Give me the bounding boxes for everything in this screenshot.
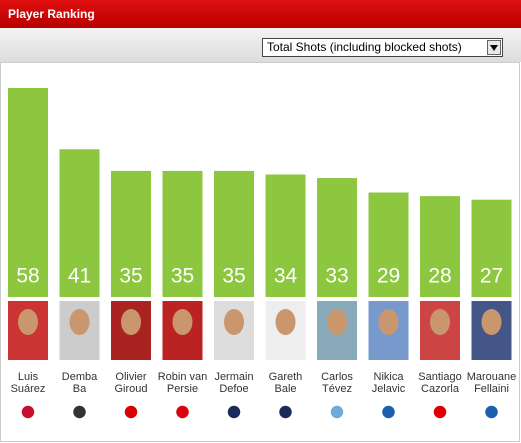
club-badge (123, 404, 139, 420)
bar (8, 88, 48, 297)
title: Player Ranking (8, 7, 95, 21)
value-label: 35 (222, 265, 245, 288)
value-label: 58 (16, 265, 39, 288)
player-name: Santiago (418, 371, 461, 383)
player-name: Defoe (219, 383, 248, 395)
value-label: 35 (171, 265, 194, 288)
player-face (430, 309, 450, 335)
player-name: Nikica (374, 371, 405, 383)
club-badge (329, 404, 345, 420)
value-label: 28 (428, 265, 451, 288)
bar (265, 174, 306, 297)
bar (214, 170, 254, 297)
club-badge (20, 404, 36, 420)
header (0, 0, 521, 28)
player-face (327, 309, 347, 335)
player-face (275, 309, 296, 335)
club-badge (432, 404, 448, 420)
club-badge (226, 404, 242, 420)
player-name: Jermain (214, 371, 253, 383)
club-badge (483, 404, 500, 420)
bar (317, 178, 357, 297)
player-name: Luis (18, 371, 39, 383)
player-face (69, 309, 90, 335)
player-name: Marouane (467, 371, 517, 383)
bar (59, 149, 100, 297)
bar (471, 199, 512, 297)
value-label: 35 (119, 265, 142, 288)
player-face (121, 309, 141, 335)
player-face (224, 309, 244, 335)
player-name: Tévez (322, 383, 352, 395)
value-label: 41 (68, 265, 91, 288)
player-face (378, 309, 399, 335)
bar (420, 196, 460, 297)
player-name: Jelavic (372, 383, 406, 395)
player-name: Demba (62, 371, 98, 383)
player-name: Suárez (11, 383, 46, 395)
player-name: Carlos (321, 371, 353, 383)
value-label: 27 (480, 265, 503, 288)
player-name: Bale (274, 383, 296, 395)
value-label: 34 (274, 265, 298, 288)
player-name: Olivier (115, 371, 147, 383)
dropdown[interactable] (262, 38, 503, 57)
player-name: Ba (73, 383, 87, 395)
player-face (172, 309, 193, 335)
club-badge (71, 404, 88, 420)
value-label: 29 (377, 265, 400, 288)
dropdown-text[interactable]: Total Shots (including blocked shots) (267, 40, 462, 54)
player-face (481, 309, 502, 335)
player-name: Fellaini (474, 383, 509, 395)
player-face (18, 309, 38, 335)
bar (111, 170, 151, 297)
club-badge (174, 404, 191, 420)
value-label: 33 (325, 265, 348, 288)
club-badge (277, 404, 294, 420)
player-name: Gareth (269, 371, 303, 383)
player-name: Giroud (114, 383, 147, 395)
bar (368, 192, 409, 297)
dropdown-arrow (490, 45, 498, 51)
player-name: Cazorla (421, 383, 460, 395)
bar (162, 170, 203, 297)
player-name: Persie (167, 383, 198, 395)
club-badge (380, 404, 397, 420)
player-name: Robin van (158, 371, 208, 383)
